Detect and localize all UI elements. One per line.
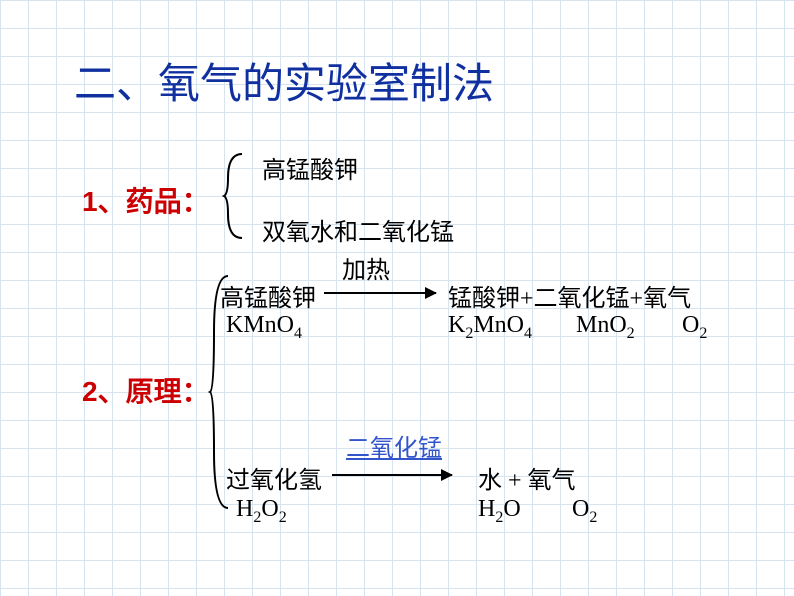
eq2-p1: H2O (478, 496, 521, 527)
eq1-p3-a: O (682, 312, 699, 338)
eq2-arrow (332, 474, 452, 476)
eq1-p2-a: MnO (576, 312, 627, 338)
eq1-prod-words: 锰酸钾+二氧化锰+氧气 (448, 278, 691, 313)
section-2-label: 2、原理： (82, 370, 210, 410)
eq2-cond: 二氧化锰 (346, 428, 442, 463)
eq1-p1-s2: 4 (524, 325, 532, 342)
eq2-p2-s: 2 (589, 509, 597, 526)
eq1-rf-1: KMnO (226, 312, 294, 338)
eq2-p2-a: O (572, 496, 589, 522)
eq2-rf-1: H (236, 496, 253, 522)
eq1-cond: 加热 (342, 250, 390, 285)
eq2-reagent-formula: H2O2 (236, 496, 287, 527)
page-title: 二、氧气的实验室制法 (74, 50, 494, 111)
eq1-arrow (324, 292, 436, 294)
eq1-reagent-formula: KMnO4 (226, 312, 302, 343)
eq2-p1-b: O (503, 496, 520, 522)
eq1-rf-sub: 4 (294, 325, 302, 342)
eq1-p1-a: K (448, 312, 465, 338)
eq2-p1-a: H (478, 496, 495, 522)
section-1-label: 1、药品： (82, 180, 210, 220)
s1-item1: 高锰酸钾 (262, 150, 358, 185)
eq1-p2: MnO2 (576, 312, 635, 343)
eq2-rf-s2: 2 (279, 509, 287, 526)
eq2-reagent: 过氧化氢 (226, 460, 322, 495)
bracket-1 (222, 152, 244, 240)
eq1-p3-s: 2 (699, 325, 707, 342)
eq1-reagent: 高锰酸钾 (220, 278, 316, 313)
eq1-p1: K2MnO4 (448, 312, 532, 343)
s1-item2: 双氧水和二氧化锰 (262, 212, 454, 247)
eq1-p2-s: 2 (627, 325, 635, 342)
eq2-prod-words: 水 + 氧气 (478, 460, 576, 495)
eq1-p1-b: MnO (473, 312, 524, 338)
eq2-rf-2: O (261, 496, 278, 522)
eq1-p3: O2 (682, 312, 707, 343)
eq2-p2: O2 (572, 496, 597, 527)
